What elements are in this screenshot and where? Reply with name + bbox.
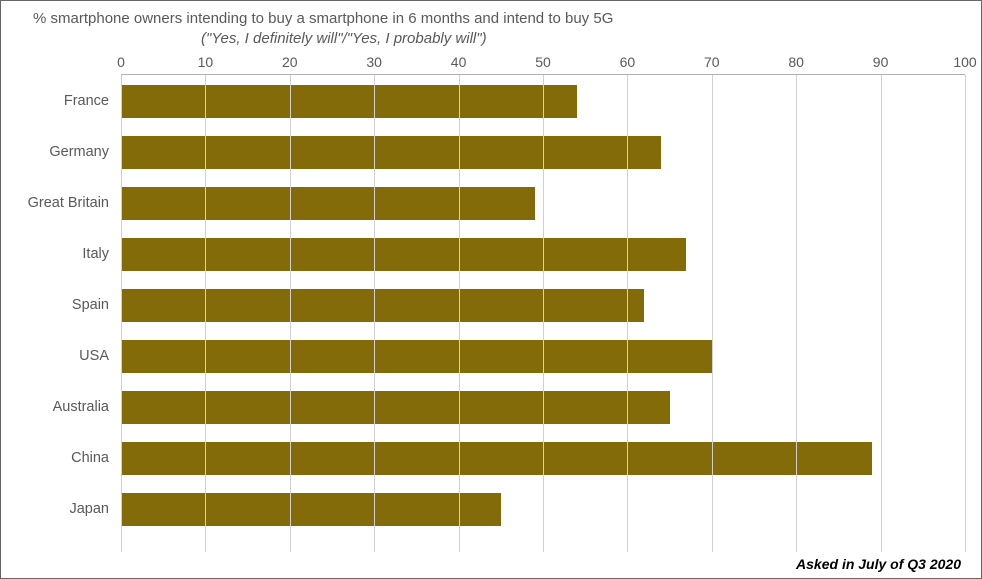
x-tick-label: 20 [282,54,298,70]
footnote: Asked in July of Q3 2020 [796,556,961,572]
gridline [205,75,206,552]
bar [121,391,670,424]
gridline [459,75,460,552]
x-axis-labels: 0102030405060708090100 [121,54,965,74]
bar [121,289,644,322]
bar [121,136,661,169]
bar [121,442,872,475]
category-label: Spain [1,289,109,322]
gridline [627,75,628,552]
grid: FranceGermanyGreat BritainItalySpainUSAA… [121,74,965,552]
x-tick-label: 80 [788,54,804,70]
bar [121,85,577,118]
bar [121,493,501,526]
x-tick-label: 30 [366,54,382,70]
bar [121,340,712,373]
x-tick-label: 90 [873,54,889,70]
gridline [712,75,713,552]
chart-title: % smartphone owners intending to buy a s… [33,9,981,29]
x-tick-label: 0 [117,54,125,70]
chart-subtitle: ("Yes, I definitely will"/"Yes, I probab… [201,29,981,49]
category-label: Japan [1,493,109,526]
gridline [290,75,291,552]
gridline [374,75,375,552]
x-tick-label: 60 [620,54,636,70]
chart-container: % smartphone owners intending to buy a s… [0,0,982,579]
category-label: China [1,442,109,475]
gridline [121,75,122,552]
x-tick-label: 50 [535,54,551,70]
category-label: France [1,85,109,118]
bar [121,187,535,220]
gridline [881,75,882,552]
plot-area: 0102030405060708090100 FranceGermanyGrea… [121,54,965,554]
gridline [965,75,966,552]
category-label: Australia [1,391,109,424]
gridline [796,75,797,552]
category-label: Italy [1,238,109,271]
category-label: Germany [1,136,109,169]
gridline [543,75,544,552]
category-label: USA [1,340,109,373]
x-tick-label: 70 [704,54,720,70]
x-tick-label: 100 [953,54,976,70]
x-tick-label: 40 [451,54,467,70]
category-label: Great Britain [1,187,109,220]
x-tick-label: 10 [198,54,214,70]
